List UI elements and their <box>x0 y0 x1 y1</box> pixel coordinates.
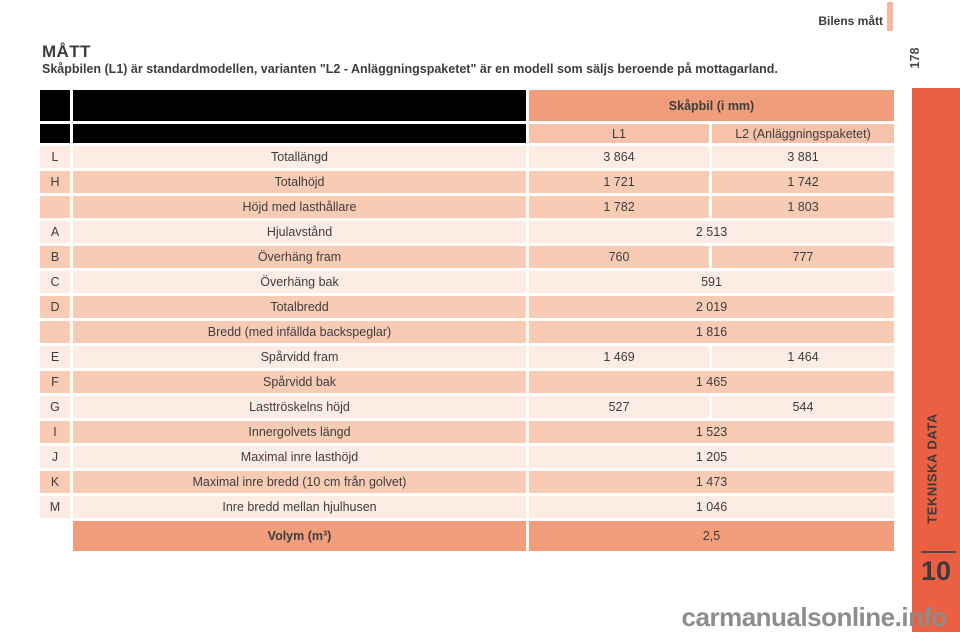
row-label: Totallängd <box>73 146 526 168</box>
row-value-merged: 1 046 <box>529 496 894 518</box>
row-value-l1: 1 721 <box>529 171 709 193</box>
row-value-merged: 1 465 <box>529 371 894 393</box>
row-letter: L <box>40 146 70 168</box>
row-value-l1: 3 864 <box>529 146 709 168</box>
dimensions-table: Skåpbil (i mm) L1 L2 (Anläggningspaketet… <box>37 87 897 554</box>
row-label: Hjulavstånd <box>73 221 526 243</box>
row-value-l2: 777 <box>712 246 894 268</box>
row-letter: J <box>40 446 70 468</box>
section-color-band <box>912 88 960 632</box>
row-label: Lasttröskelns höjd <box>73 396 526 418</box>
row-letter <box>40 321 70 343</box>
row-label: Totalhöjd <box>73 171 526 193</box>
row-value-merged: 2,5 <box>529 521 894 551</box>
table-row: L Totallängd 3 864 3 881 <box>40 146 894 168</box>
row-value-merged: 2 019 <box>529 296 894 318</box>
row-value-l2: 544 <box>712 396 894 418</box>
row-value-merged: 2 513 <box>529 221 894 243</box>
table-row: F Spårvidd bak 1 465 <box>40 371 894 393</box>
page-number: 178 <box>908 47 922 69</box>
page-subtitle: Skåpbilen (L1) är standardmodellen, vari… <box>42 62 778 76</box>
row-letter: G <box>40 396 70 418</box>
row-label: Inre bredd mellan hjulhusen <box>73 496 526 518</box>
row-label: Överhäng bak <box>73 271 526 293</box>
row-value-merged: 1 473 <box>529 471 894 493</box>
row-letter: K <box>40 471 70 493</box>
table-row: B Överhäng fram 760 777 <box>40 246 894 268</box>
blacked-out-diagram-cell <box>73 90 526 121</box>
table-row: D Totalbredd 2 019 <box>40 296 894 318</box>
row-letter: E <box>40 346 70 368</box>
row-label: Innergolvets längd <box>73 421 526 443</box>
row-label: Överhäng fram <box>73 246 526 268</box>
row-label: Höjd med lasthållare <box>73 196 526 218</box>
table-row: I Innergolvets längd 1 523 <box>40 421 894 443</box>
row-value-l2: 1 742 <box>712 171 894 193</box>
row-label: Spårvidd fram <box>73 346 526 368</box>
row-label: Volym (m³) <box>73 521 526 551</box>
row-value-l1: 527 <box>529 396 709 418</box>
row-label: Bredd (med infällda backspeglar) <box>73 321 526 343</box>
row-letter: D <box>40 296 70 318</box>
running-header: Bilens mått <box>818 14 883 28</box>
row-letter: M <box>40 496 70 518</box>
row-label: Maximal inre lasthöjd <box>73 446 526 468</box>
watermark: carmanualsonline.info <box>681 602 948 632</box>
blacked-out-diagram-cell <box>40 90 70 121</box>
table-row: M Inre bredd mellan hjulhusen 1 046 <box>40 496 894 518</box>
row-letter <box>40 521 70 551</box>
column-header-l1: L1 <box>529 124 709 143</box>
table-row: G Lasttröskelns höjd 527 544 <box>40 396 894 418</box>
row-label: Spårvidd bak <box>73 371 526 393</box>
table-row: Volym (m³) 2,5 <box>40 521 894 551</box>
section-divider-line <box>921 551 956 553</box>
row-value-merged: 1 816 <box>529 321 894 343</box>
row-value-l1: 1 469 <box>529 346 709 368</box>
table-row: Bredd (med infällda backspeglar) 1 816 <box>40 321 894 343</box>
section-label: TEKNISKA DATA <box>924 413 940 524</box>
chapter-number: 10 <box>920 556 952 586</box>
row-value-l1: 1 782 <box>529 196 709 218</box>
row-value-l2: 1 803 <box>712 196 894 218</box>
row-value-merged: 1 523 <box>529 421 894 443</box>
row-value-l1: 760 <box>529 246 709 268</box>
row-value-merged: 1 205 <box>529 446 894 468</box>
table-row: J Maximal inre lasthöjd 1 205 <box>40 446 894 468</box>
blacked-out-diagram-cell <box>40 124 70 143</box>
row-letter: I <box>40 421 70 443</box>
table-row: E Spårvidd fram 1 469 1 464 <box>40 346 894 368</box>
row-letter: B <box>40 246 70 268</box>
column-group-header: Skåpbil (i mm) <box>529 90 894 121</box>
table-row: A Hjulavstånd 2 513 <box>40 221 894 243</box>
row-value-merged: 591 <box>529 271 894 293</box>
page-title: MÅTT <box>42 42 91 61</box>
row-label: Totalbredd <box>73 296 526 318</box>
row-value-l2: 3 881 <box>712 146 894 168</box>
table-header-row-group: Skåpbil (i mm) <box>40 90 894 121</box>
row-label: Maximal inre bredd (10 cm från golvet) <box>73 471 526 493</box>
table-row: C Överhäng bak 591 <box>40 271 894 293</box>
table-header-row-columns: L1 L2 (Anläggningspaketet) <box>40 124 894 143</box>
header-accent-bar <box>887 2 893 31</box>
column-header-l2: L2 (Anläggningspaketet) <box>712 124 894 143</box>
row-letter: F <box>40 371 70 393</box>
row-letter <box>40 196 70 218</box>
table-row: K Maximal inre bredd (10 cm från golvet) 1… <box>40 471 894 493</box>
row-letter: H <box>40 171 70 193</box>
table-row: H Totalhöjd 1 721 1 742 <box>40 171 894 193</box>
row-letter: A <box>40 221 70 243</box>
row-value-l2: 1 464 <box>712 346 894 368</box>
row-letter: C <box>40 271 70 293</box>
dimensions-table-body: Skåpbil (i mm) L1 L2 (Anläggningspaketet… <box>40 90 894 551</box>
table-row: Höjd med lasthållare 1 782 1 803 <box>40 196 894 218</box>
blacked-out-diagram-cell <box>73 124 526 143</box>
